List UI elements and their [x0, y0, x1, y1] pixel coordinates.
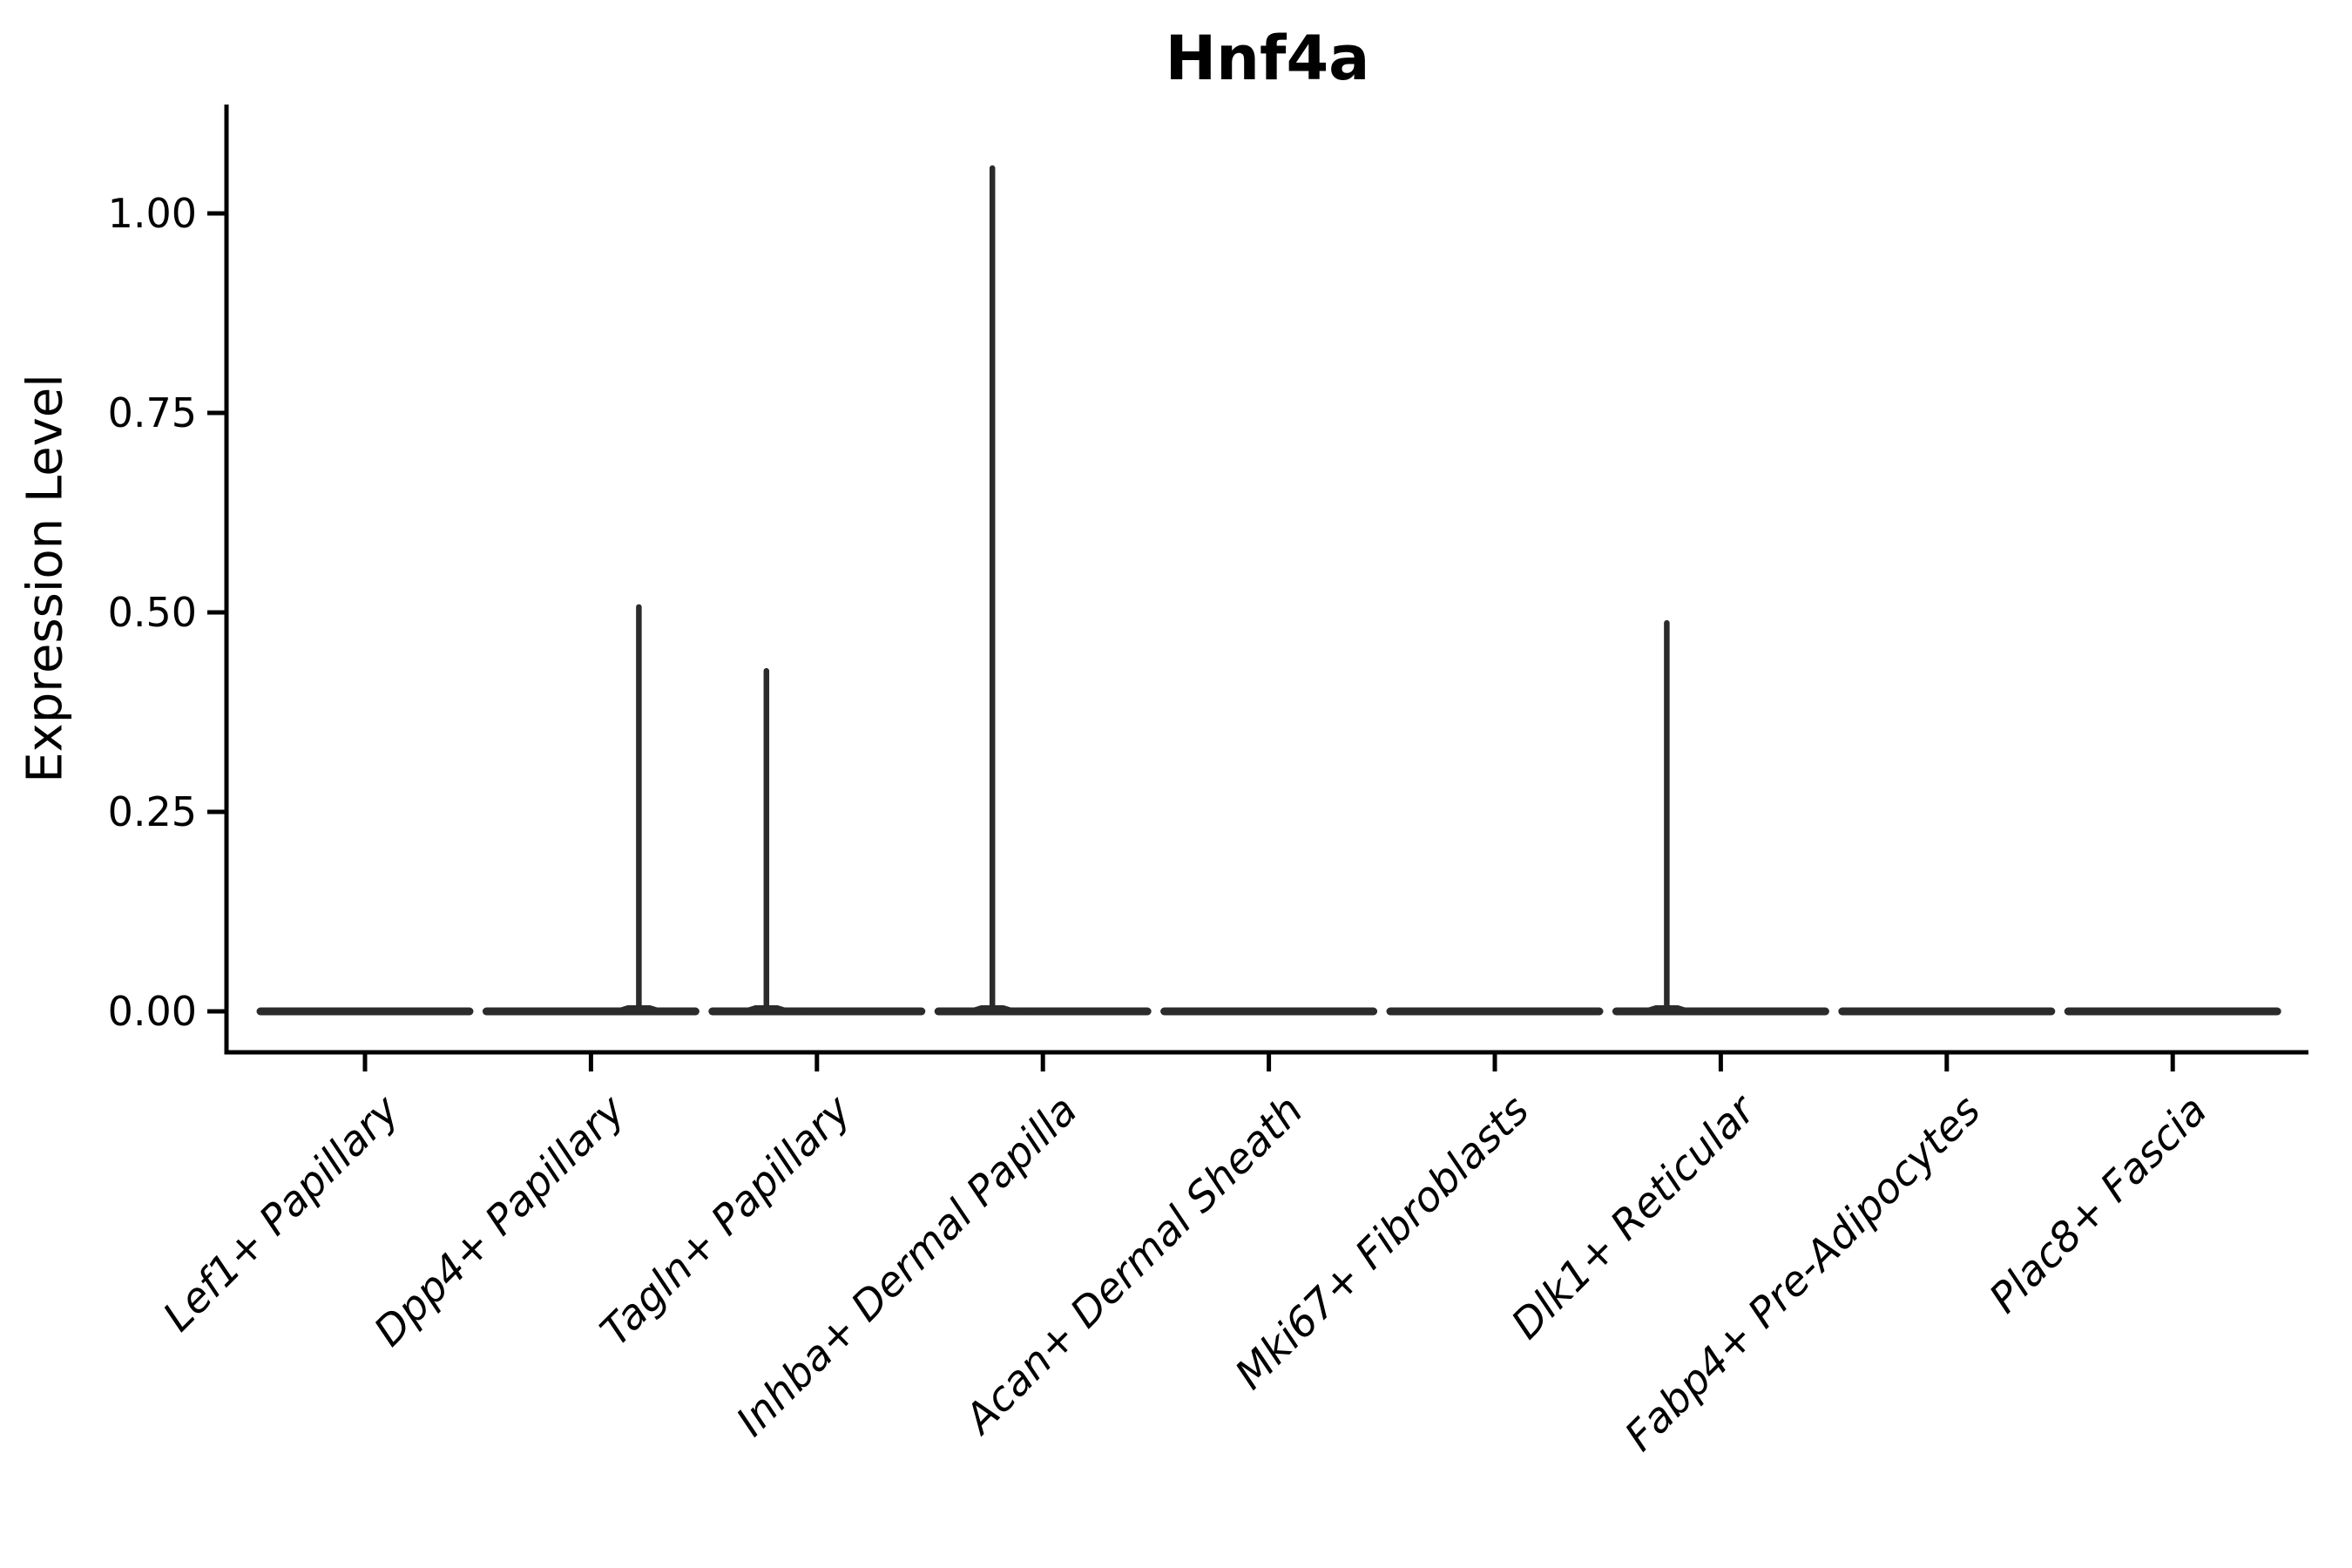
- y-tick-label: 0.25: [108, 788, 197, 835]
- y-tick-label: 0.50: [108, 589, 197, 636]
- chart-title: Hnf4a: [1165, 23, 1370, 94]
- y-tick-label: 0.00: [108, 988, 197, 1035]
- y-tick-label: 0.75: [108, 389, 197, 436]
- y-tick-label: 1.00: [108, 190, 197, 237]
